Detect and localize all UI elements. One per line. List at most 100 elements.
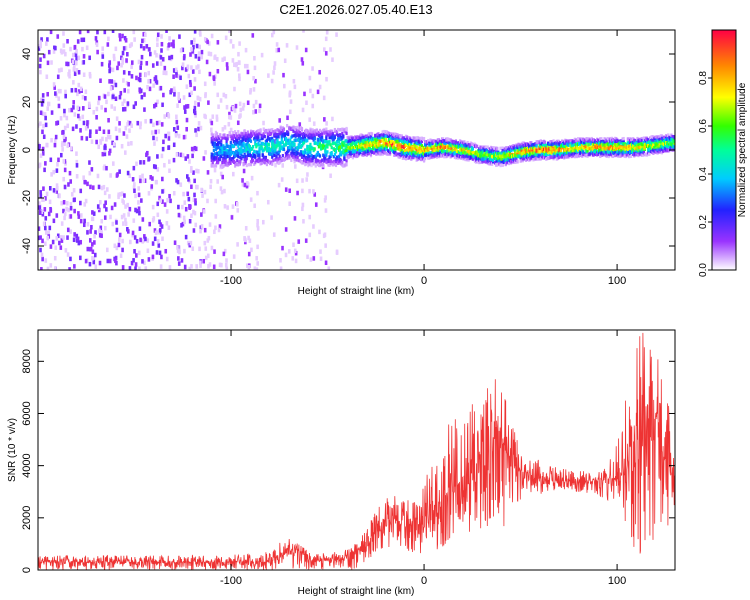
heatmap-cell [400, 134, 403, 138]
heatmap-cell [182, 55, 186, 61]
heatmap-cell [160, 34, 163, 39]
heatmap-cell [338, 139, 341, 144]
heatmap-cell [146, 85, 149, 90]
heatmap-cell [620, 149, 623, 153]
heatmap-cell [52, 49, 56, 54]
heatmap-cell [81, 114, 85, 120]
heatmap-cell [417, 148, 420, 152]
heatmap-cell [246, 69, 250, 75]
heatmap-cell [619, 141, 622, 145]
heatmap-cell [200, 54, 204, 60]
heatmap-cell [202, 156, 206, 161]
heatmap-cell [401, 156, 404, 161]
heatmap-cell [313, 136, 316, 141]
heatmap-cell [111, 30, 115, 33]
heatmap-cell [469, 155, 472, 159]
heatmap-cell [55, 186, 59, 191]
heatmap-cell [277, 157, 280, 161]
heatmap-cell [203, 37, 207, 42]
heatmap-cell [100, 105, 104, 110]
heatmap-cell [108, 258, 112, 264]
heatmap-cell [432, 139, 435, 143]
heatmap-cell [103, 203, 106, 209]
heatmap-cell [483, 148, 486, 152]
heatmap-cell [300, 126, 304, 131]
heatmap-cell [563, 143, 566, 148]
heatmap-cell [172, 86, 176, 92]
heatmap-cell [246, 63, 249, 69]
heatmap-cell [139, 43, 143, 49]
heatmap-cell [173, 240, 177, 245]
heatmap-cell [231, 136, 235, 140]
heatmap-cell [145, 61, 149, 66]
heatmap-cell [496, 146, 499, 151]
heatmap-cell [181, 221, 185, 227]
heatmap-cell [313, 147, 316, 151]
heatmap-cell [213, 137, 217, 142]
heatmap-cell [184, 156, 188, 161]
heatmap-cell [558, 155, 562, 159]
heatmap-cell [279, 266, 283, 270]
heatmap-cell [314, 141, 317, 145]
heatmap-cell [125, 80, 129, 86]
heatmap-cell [257, 134, 260, 139]
heatmap-cell [285, 43, 289, 48]
heatmap-cell [605, 146, 608, 150]
heatmap-cell [132, 104, 136, 110]
heatmap-cell [164, 248, 168, 254]
heatmap-cell [205, 59, 209, 65]
heatmap-cell [66, 235, 69, 240]
heatmap-cell [53, 142, 57, 148]
heatmap-cell [382, 133, 385, 137]
heatmap-cell [530, 141, 533, 145]
heatmap-cell [245, 142, 248, 146]
heatmap-cell [135, 161, 138, 167]
heatmap-cell [398, 133, 401, 138]
heatmap-cell [244, 237, 247, 243]
heatmap-cell [270, 160, 273, 164]
heatmap-cell [91, 242, 94, 247]
heatmap-cell [239, 107, 243, 113]
heatmap-cell [140, 54, 144, 60]
heatmap-cell [581, 144, 584, 148]
heatmap-cell [155, 61, 159, 66]
heatmap-cell [329, 173, 332, 179]
heatmap-cell [238, 73, 241, 78]
heatmap-cell [233, 130, 237, 134]
heatmap-cell [75, 174, 79, 179]
heatmap-cell [231, 204, 235, 209]
heatmap-cell [40, 102, 44, 107]
heatmap-cell [151, 204, 155, 210]
heatmap-cell [369, 140, 373, 145]
heatmap-cell [640, 136, 643, 141]
heatmap-cell [299, 136, 303, 141]
heatmap-cell [159, 222, 163, 227]
heatmap-cell [216, 179, 219, 184]
heatmap-cell [112, 80, 116, 85]
heatmap-cell [221, 127, 225, 132]
heatmap-cell [147, 191, 151, 196]
heatmap-cell [556, 151, 559, 156]
heatmap-cell [172, 190, 176, 196]
heatmap-cell [181, 47, 185, 53]
heatmap-cell [236, 139, 239, 143]
heatmap-cell [479, 150, 482, 154]
heatmap-cell [294, 155, 297, 159]
heatmap-cell [324, 36, 328, 42]
heatmap-cell [98, 260, 102, 266]
heatmap-cell [338, 136, 341, 141]
heatmap-cell [493, 148, 496, 153]
heatmap-cell [52, 82, 56, 87]
heatmap-cell [122, 70, 126, 75]
heatmap-cell [108, 68, 111, 74]
heatmap-cell [496, 163, 499, 167]
heatmap-cell [188, 266, 192, 270]
heatmap-cell [584, 152, 587, 156]
heatmap-cell [117, 61, 121, 66]
heatmap-cell [252, 158, 255, 162]
heatmap-cell [325, 121, 328, 126]
heatmap-cell [311, 158, 314, 163]
heatmap-cell [180, 223, 183, 228]
heatmap-cell [126, 170, 130, 176]
heatmap-cell [170, 88, 173, 93]
